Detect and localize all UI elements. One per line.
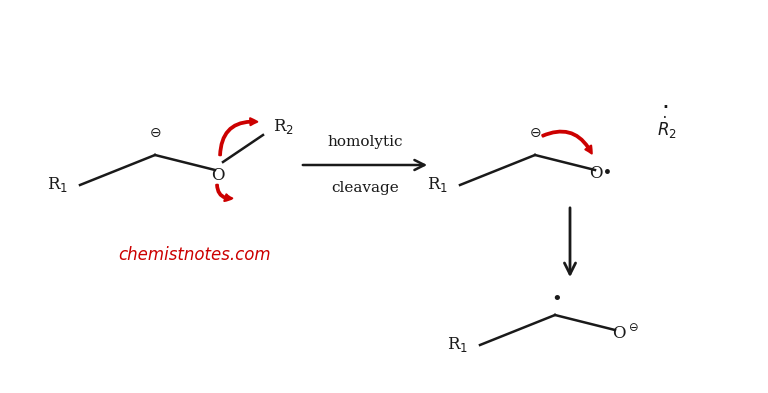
FancyArrowPatch shape (542, 131, 592, 154)
Text: $\ominus$: $\ominus$ (529, 126, 541, 140)
Text: O$^\ominus$: O$^\ominus$ (611, 325, 638, 343)
Text: homolytic: homolytic (327, 135, 402, 149)
Text: $\ominus$: $\ominus$ (149, 126, 161, 140)
Text: $\dot{R}_2$: $\dot{R}_2$ (657, 115, 677, 141)
Text: R$_1$: R$_1$ (47, 176, 68, 195)
Text: ·: · (661, 96, 669, 120)
Text: chemistnotes.com: chemistnotes.com (119, 246, 271, 264)
Text: R$_1$: R$_1$ (447, 336, 468, 354)
Text: O: O (211, 167, 225, 184)
Text: R$_2$: R$_2$ (273, 118, 294, 136)
Text: R$_1$: R$_1$ (427, 176, 448, 195)
Text: O•: O• (589, 165, 613, 182)
FancyArrowPatch shape (216, 185, 232, 201)
Text: cleavage: cleavage (331, 181, 399, 195)
Text: •: • (551, 290, 562, 308)
FancyArrowPatch shape (219, 118, 257, 155)
